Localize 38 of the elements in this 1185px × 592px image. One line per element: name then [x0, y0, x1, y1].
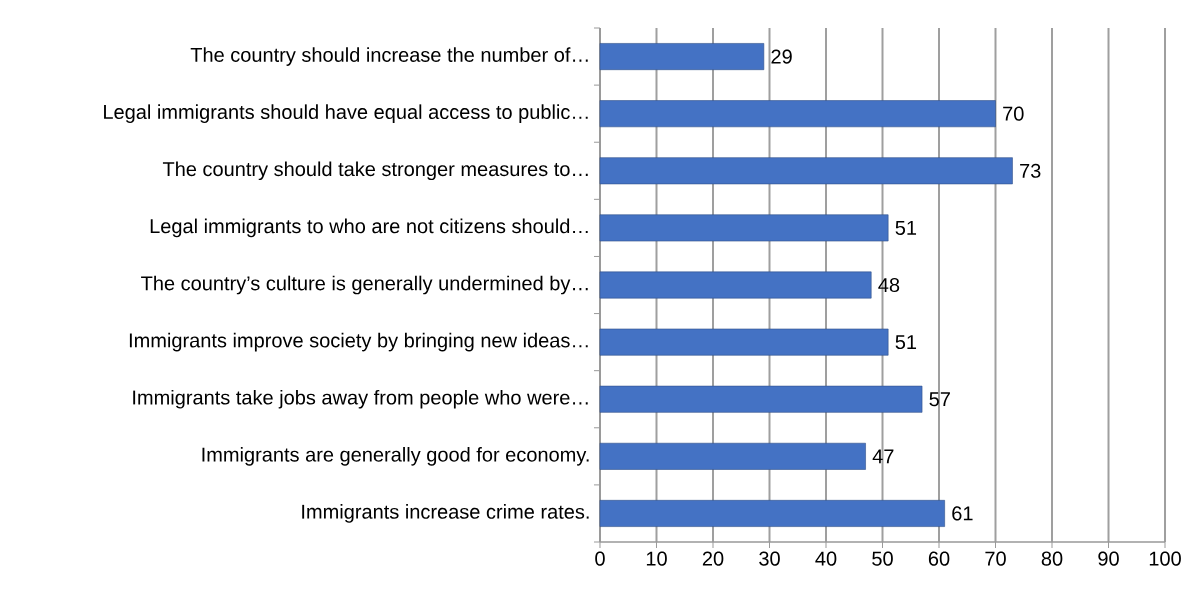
bar — [599, 157, 1013, 185]
y-tick-label: The country’s culture is generally undermined by… — [141, 275, 588, 295]
x-tick-label: 100 — [1149, 551, 1181, 566]
bar — [599, 328, 889, 356]
bar — [599, 385, 923, 413]
bar — [599, 500, 945, 527]
bar — [599, 442, 866, 470]
y-tick-label: Legal immigrants to who are not citizens should… — [150, 218, 588, 238]
x-tick-label: 30 — [759, 551, 780, 566]
y-tick-label: Legal immigrants should have equal access to public… — [104, 104, 588, 123]
data-label: 47 — [872, 449, 894, 464]
x-tick-label: 0 — [595, 551, 605, 566]
bar — [599, 100, 996, 128]
bar — [599, 271, 872, 299]
data-label: 29 — [771, 49, 792, 64]
x-tick-label: 80 — [1041, 551, 1063, 566]
x-tick-label: 50 — [872, 551, 893, 566]
y-tick-label: Immigrants are generally good for economy. — [202, 447, 589, 466]
y-tick-label: Immigrants take jobs away from people who were… — [133, 389, 588, 409]
data-label: 73 — [1020, 163, 1041, 178]
y-tick-label: Immigrants increase crime rates. — [302, 504, 589, 523]
data-label: 70 — [1003, 106, 1024, 121]
x-tick-label: 20 — [702, 551, 724, 566]
data-label: 51 — [895, 335, 917, 350]
y-tick-label: The country should take stronger measures to… — [162, 161, 588, 181]
x-tick-label: 70 — [985, 551, 1006, 566]
data-label: 51 — [895, 220, 917, 235]
data-label: 61 — [952, 506, 973, 521]
data-label: 48 — [878, 277, 900, 293]
data-label: 57 — [929, 392, 950, 407]
x-tick-label: 90 — [1098, 551, 1119, 566]
bar — [599, 43, 765, 70]
x-tick-label: 40 — [815, 551, 837, 566]
x-tick-label: 60 — [928, 551, 950, 566]
y-tick-label: Immigrants improve society by bringing new ideas… — [129, 332, 588, 352]
y-tick-label: The country should increase the number of… — [190, 47, 588, 66]
bar — [599, 214, 889, 242]
x-tick-label: 10 — [646, 551, 667, 566]
